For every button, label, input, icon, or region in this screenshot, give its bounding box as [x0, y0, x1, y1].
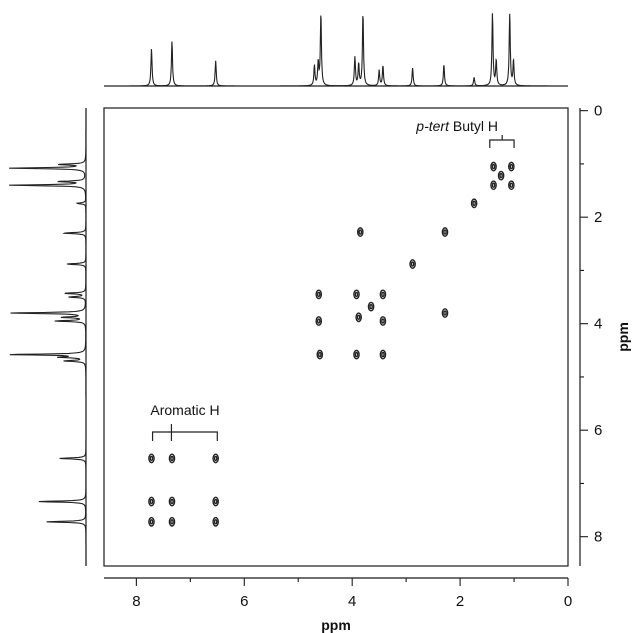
annotation-aromatic: Aromatic H — [150, 402, 219, 418]
cross-peak-inner — [491, 182, 496, 188]
cross-peak — [148, 453, 155, 464]
plot-frame — [103, 107, 569, 567]
cross-peak-inner — [170, 455, 174, 462]
cross-peak — [148, 516, 155, 527]
cross-peak — [355, 312, 362, 323]
x-axis-ticks: 8 6 4 2 0 — [132, 578, 572, 610]
cross-peak — [212, 453, 219, 464]
cross-peak-inner — [170, 498, 174, 505]
cross-peak — [470, 198, 478, 209]
y-tick-label: 0 — [594, 103, 602, 120]
cross-peak-inner — [318, 351, 322, 358]
cross-peak-inner — [358, 229, 363, 235]
x-tick-label: 2 — [456, 593, 464, 610]
cross-peak — [379, 316, 387, 326]
cross-peak-inner — [499, 172, 503, 179]
cross-peak-inner — [356, 314, 361, 320]
cross-peak — [212, 496, 219, 507]
cross-peak — [168, 516, 176, 527]
cross-peak — [316, 349, 324, 360]
cross-peak-inner — [410, 261, 415, 267]
cross-peak — [353, 289, 360, 300]
cross-peak-inner — [149, 519, 154, 525]
annotation-tert-butyl-prefix: p-tert — [415, 118, 450, 134]
cross-peak — [379, 349, 387, 360]
y-tick-label: 2 — [594, 209, 602, 226]
cross-peak — [168, 496, 176, 507]
cross-peak — [441, 308, 449, 318]
cross-peak — [490, 180, 497, 191]
top-projection-spectrum — [104, 13, 568, 87]
cross-peak-inner — [149, 498, 154, 505]
cross-peak — [490, 161, 497, 172]
y-axis-ticks: 0 2 4 6 8 — [580, 103, 602, 546]
cross-peak — [356, 227, 364, 237]
aromatic-bracket — [151, 424, 218, 441]
cross-peak — [379, 289, 387, 300]
cross-peak-inner — [213, 498, 218, 505]
annotation-tert-butyl: p-tert Butyl H — [415, 118, 498, 134]
y-tick-label: 8 — [594, 529, 602, 546]
x-tick-label: 4 — [348, 593, 356, 610]
cross-peak — [508, 180, 515, 191]
cross-peak — [315, 289, 323, 300]
annotation-brackets — [151, 135, 515, 441]
cross-peak-inner — [443, 310, 447, 316]
annotation-tert-butyl-suffix: Butyl H — [449, 118, 498, 134]
tert-butyl-bracket — [489, 135, 515, 148]
cross-peak-inner — [354, 291, 359, 298]
cross-peak-inner — [491, 163, 496, 170]
cross-peak — [441, 227, 449, 237]
cross-peak-inner — [509, 163, 514, 170]
cross-peak — [367, 301, 375, 312]
cross-peak-inner — [316, 291, 321, 298]
cross-peak-inner — [381, 291, 385, 298]
x-axis-label: ppm — [321, 617, 351, 633]
left-projection-spectrum — [9, 108, 87, 566]
cross-peak-inner — [316, 318, 321, 324]
cross-peak — [508, 161, 515, 172]
cross-peak-inner — [213, 519, 218, 525]
x-tick-label: 8 — [132, 593, 140, 610]
cross-peak-inner — [149, 455, 154, 462]
cross-peak-inner — [213, 455, 218, 462]
cross-peaks — [148, 161, 515, 527]
y-tick-label: 4 — [594, 316, 602, 333]
cross-peak-inner — [369, 303, 373, 310]
cross-peak — [168, 453, 176, 464]
cross-peak — [497, 170, 505, 181]
cross-peak — [212, 516, 219, 527]
x-tick-label: 0 — [564, 593, 572, 610]
y-tick-label: 6 — [594, 422, 602, 439]
cross-peak-inner — [354, 351, 359, 358]
cross-peak — [353, 349, 360, 360]
cross-peak-inner — [472, 200, 476, 207]
x-tick-label: 6 — [240, 593, 248, 610]
y-axis-label: ppm — [615, 322, 631, 352]
cross-peak — [148, 496, 155, 507]
cross-peak-inner — [509, 182, 514, 188]
cross-peak-inner — [170, 519, 174, 525]
cross-peak-inner — [443, 229, 447, 235]
cross-peak-inner — [381, 351, 385, 358]
cross-peak — [409, 259, 416, 269]
cross-peak-inner — [381, 318, 385, 324]
cross-peak — [315, 316, 323, 326]
